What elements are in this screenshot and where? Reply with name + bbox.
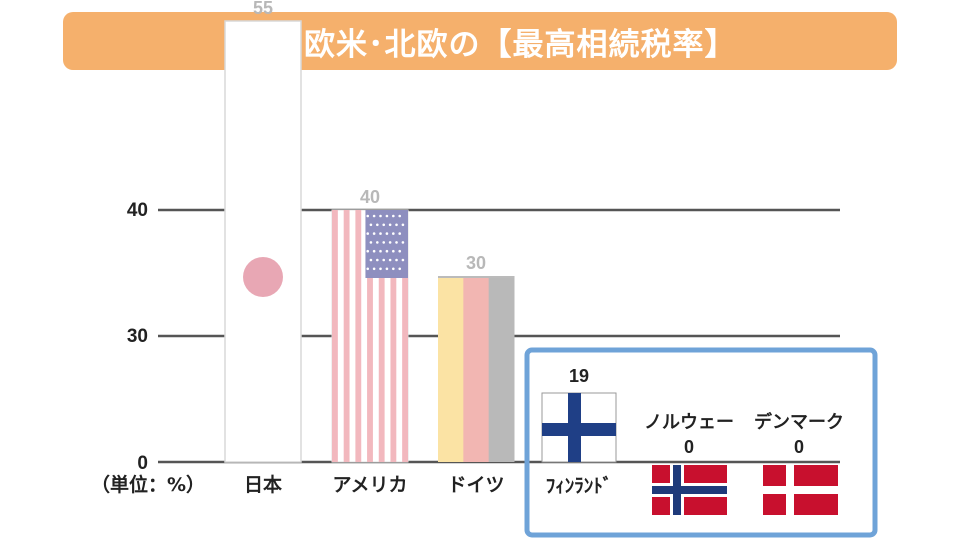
unit-label: （単位：%）	[91, 473, 205, 496]
value-label-japan: 55	[253, 0, 273, 18]
usa-star	[366, 249, 370, 253]
usa-star	[366, 214, 370, 218]
usa-star	[398, 249, 402, 253]
usa-star	[369, 241, 373, 244]
bars	[224, 20, 838, 515]
usa-star	[376, 241, 379, 244]
usa-star	[395, 241, 398, 244]
usa-star	[395, 223, 398, 227]
usa-star	[372, 249, 376, 253]
usa-star	[379, 214, 382, 218]
usa-star	[372, 267, 376, 271]
y-tick-label: 30	[127, 326, 148, 347]
usa-star	[398, 232, 402, 235]
usa-stripe	[402, 210, 408, 462]
usa-star	[382, 241, 386, 244]
value-label-denmark: 0	[794, 437, 804, 457]
value-label-germany: 30	[466, 253, 486, 273]
usa-star	[366, 232, 370, 235]
norway-flag	[652, 465, 727, 515]
bar-germany-top	[438, 276, 514, 278]
usa-star	[392, 214, 395, 218]
usa-star	[376, 258, 379, 262]
value-label-usa: 40	[360, 187, 380, 207]
usa-star	[388, 258, 392, 262]
category-label-usa: アメリカ	[332, 474, 407, 496]
usa-star	[398, 214, 402, 218]
usa-star	[379, 232, 382, 235]
denmark-cross-h	[763, 486, 838, 494]
title-banner: 日本･欧米･北欧の【最高相続税率】	[63, 12, 897, 70]
usa-star	[398, 267, 402, 271]
usa-star	[379, 249, 382, 253]
usa-star	[376, 223, 379, 227]
bar-japan	[224, 20, 302, 463]
usa-canton	[365, 210, 408, 278]
usa-stripe	[367, 210, 373, 462]
usa-star	[401, 241, 405, 244]
germany-stripe	[463, 276, 490, 462]
nordic-highlight-box	[524, 347, 878, 538]
bar-germany	[438, 276, 515, 462]
usa-star	[392, 249, 395, 253]
usa-stripe	[332, 210, 338, 462]
usa-star	[372, 214, 376, 218]
usa-star	[385, 249, 389, 253]
denmark-flag	[763, 465, 838, 515]
y-tick-label: 40	[127, 200, 148, 221]
usa-star	[385, 214, 389, 218]
usa-star	[369, 223, 373, 227]
category-label-germany: ドイツ	[447, 474, 504, 496]
usa-star	[395, 258, 398, 262]
category-label-finland: ﾌｨﾝﾗﾝﾄﾞ	[546, 474, 613, 497]
usa-star	[392, 232, 395, 235]
usa-star	[392, 267, 395, 271]
value-label-norway: 0	[684, 437, 694, 457]
usa-star	[372, 232, 376, 235]
usa-star	[401, 258, 405, 262]
bar-finland	[541, 392, 617, 463]
usa-stripe	[390, 210, 397, 462]
y-tick-label: 0	[137, 453, 148, 474]
category-label-norway: ノルウェー	[644, 412, 734, 433]
usa-stripe	[355, 210, 362, 462]
finland-cross-horizontal	[542, 423, 616, 436]
bar-usa	[331, 209, 409, 463]
value-label-finland: 19	[569, 366, 589, 386]
usa-star	[369, 258, 373, 262]
bar-japan-body	[224, 20, 302, 463]
chart-title: 日本･欧米･北欧の【最高相続税率】	[223, 26, 737, 63]
usa-star	[366, 267, 370, 271]
category-label-japan: 日本	[244, 473, 282, 496]
usa-star	[401, 223, 405, 227]
y-axis-ticks: 40 30 0	[127, 200, 148, 474]
category-label-denmark: デンマーク	[754, 411, 844, 433]
usa-stripe	[378, 210, 385, 462]
labels: 55 40 30 19 ノルウェー 0 デンマーク 0 日本 アメリカ ドイツ ﾌｨﾝﾗﾝﾄﾞ	[244, 0, 844, 497]
germany-stripe	[438, 276, 464, 462]
usa-stripe	[343, 210, 350, 462]
usa-star	[382, 223, 386, 227]
germany-stripe	[488, 276, 515, 462]
japan-sun-mark	[243, 257, 283, 297]
usa-star	[382, 258, 386, 262]
usa-star	[379, 267, 382, 271]
usa-star	[388, 223, 392, 227]
usa-star	[385, 267, 389, 271]
usa-star	[388, 241, 392, 244]
usa-star	[385, 232, 389, 235]
norway-cross-blue-h	[652, 486, 727, 494]
